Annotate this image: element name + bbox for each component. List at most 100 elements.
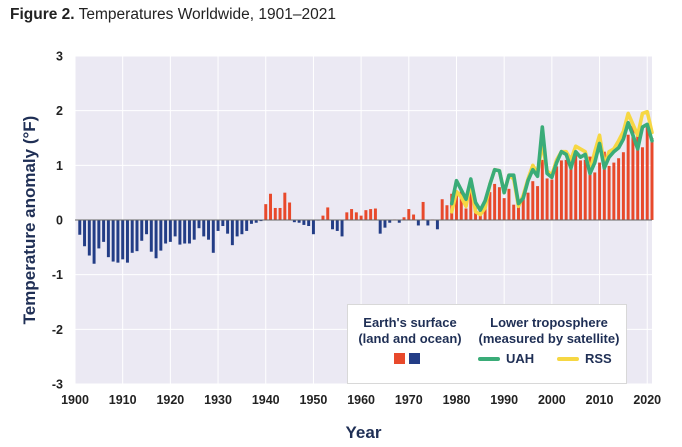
figure-title: Figure 2. Temperatures Worldwide, 1901–2… (10, 6, 336, 24)
bar-2009 (593, 172, 597, 220)
bar-1920 (168, 220, 172, 242)
x-tick-1910: 1910 (109, 393, 137, 407)
bar-2007 (583, 159, 587, 220)
bar-1909 (116, 220, 120, 263)
bar-1923 (183, 220, 187, 244)
bar-1908 (111, 220, 115, 262)
bar-1936 (245, 220, 249, 231)
legend-troposphere-title: Lower troposphere (measured by satellite) (478, 315, 620, 346)
x-axis-label: Year (346, 423, 382, 442)
bar-1963 (373, 208, 377, 220)
bar-1976 (435, 220, 439, 230)
bar-1949 (307, 220, 311, 227)
legend-positive-swatch (394, 353, 405, 364)
bar-2020 (645, 127, 649, 220)
bar-1913 (135, 220, 139, 252)
legend: Earth's surface (land and ocean) Lower tr… (347, 304, 627, 384)
bar-1968 (397, 220, 401, 223)
x-tick-2020: 2020 (633, 393, 661, 407)
y-tick-0: 0 (56, 214, 63, 228)
bar-1999 (545, 178, 549, 220)
bar-2014 (617, 158, 621, 220)
bar-1953 (326, 207, 330, 220)
bar-1990 (502, 198, 506, 220)
bar-2005 (574, 152, 578, 220)
bar-1972 (416, 220, 420, 226)
x-tick-1900: 1900 (61, 393, 89, 407)
y-tick-labels: -3 -2 -1 0 1 2 3 (52, 50, 63, 392)
bar-1980 (455, 193, 458, 220)
bar-1958 (350, 209, 354, 220)
bar-1973 (421, 201, 425, 220)
bar-1955 (335, 220, 339, 231)
bar-2018 (636, 135, 640, 220)
bar-1966 (388, 220, 392, 223)
bar-1992 (512, 204, 516, 220)
bar-1935 (240, 220, 244, 235)
x-tick-labels: 1900 1910 1920 1930 1940 1950 1960 1970 1980 1990… (61, 393, 661, 407)
bar-1995 (526, 192, 530, 220)
legend-negative-swatch (409, 353, 420, 364)
bar-2012 (607, 165, 611, 220)
bar-1991 (507, 188, 511, 220)
legend-rss-label: RSS (585, 351, 612, 366)
bar-1921 (173, 220, 177, 237)
bar-1954 (331, 220, 334, 230)
bar-1956 (340, 220, 344, 237)
bar-1971 (412, 214, 416, 220)
bar-1942 (273, 207, 277, 220)
bar-1901 (78, 220, 82, 235)
bar-1987 (488, 192, 492, 220)
bar-1950 (311, 220, 315, 235)
x-tick-2000: 2000 (538, 393, 566, 407)
bar-1902 (83, 220, 87, 247)
bar-1939 (259, 220, 263, 222)
bar-1918 (159, 220, 163, 251)
bar-1916 (149, 220, 153, 252)
bar-2021 (650, 138, 654, 220)
bar-2015 (621, 152, 625, 220)
bar-1970 (407, 209, 411, 220)
bar-1962 (369, 209, 373, 220)
uah-line (449, 120, 654, 212)
bar-2001 (555, 166, 559, 220)
bar-1904 (92, 220, 96, 264)
x-tick-1980: 1980 (443, 393, 471, 407)
bar-1919 (164, 220, 168, 244)
bar-1982 (464, 208, 468, 220)
bar-2016 (626, 134, 630, 220)
bar-2010 (598, 162, 602, 220)
bar-1978 (445, 205, 449, 220)
bar-1925 (192, 220, 196, 240)
bar-1931 (221, 220, 225, 227)
bar-1965 (383, 220, 387, 228)
bar-1961 (364, 210, 368, 220)
x-tick-2010: 2010 (586, 393, 614, 407)
bar-1986 (483, 203, 487, 220)
x-tick-1920: 1920 (156, 393, 184, 407)
bar-1905 (97, 220, 101, 249)
bar-1957 (345, 212, 349, 220)
y-tick--2: -2 (52, 323, 63, 337)
bar-1933 (230, 220, 234, 246)
bar-1932 (226, 220, 230, 234)
bar-1981 (459, 189, 463, 220)
satellite-lines (449, 109, 654, 217)
bar-1994 (521, 199, 525, 220)
bar-2011 (602, 151, 606, 220)
bar-1983 (469, 187, 473, 220)
bar-1903 (87, 220, 91, 256)
bar-1960 (359, 215, 363, 220)
bar-1938 (254, 220, 258, 223)
bar-1929 (211, 220, 215, 253)
bar-1940 (264, 204, 268, 220)
bar-1947 (297, 220, 301, 223)
bar-1948 (302, 220, 306, 225)
bar-2000 (550, 179, 554, 220)
legend-rss-line (557, 357, 579, 361)
bar-1993 (517, 200, 520, 220)
bar-1910 (121, 220, 125, 260)
x-tick-1930: 1930 (204, 393, 232, 407)
bar-1989 (497, 187, 501, 220)
y-tick--1: -1 (52, 268, 63, 282)
